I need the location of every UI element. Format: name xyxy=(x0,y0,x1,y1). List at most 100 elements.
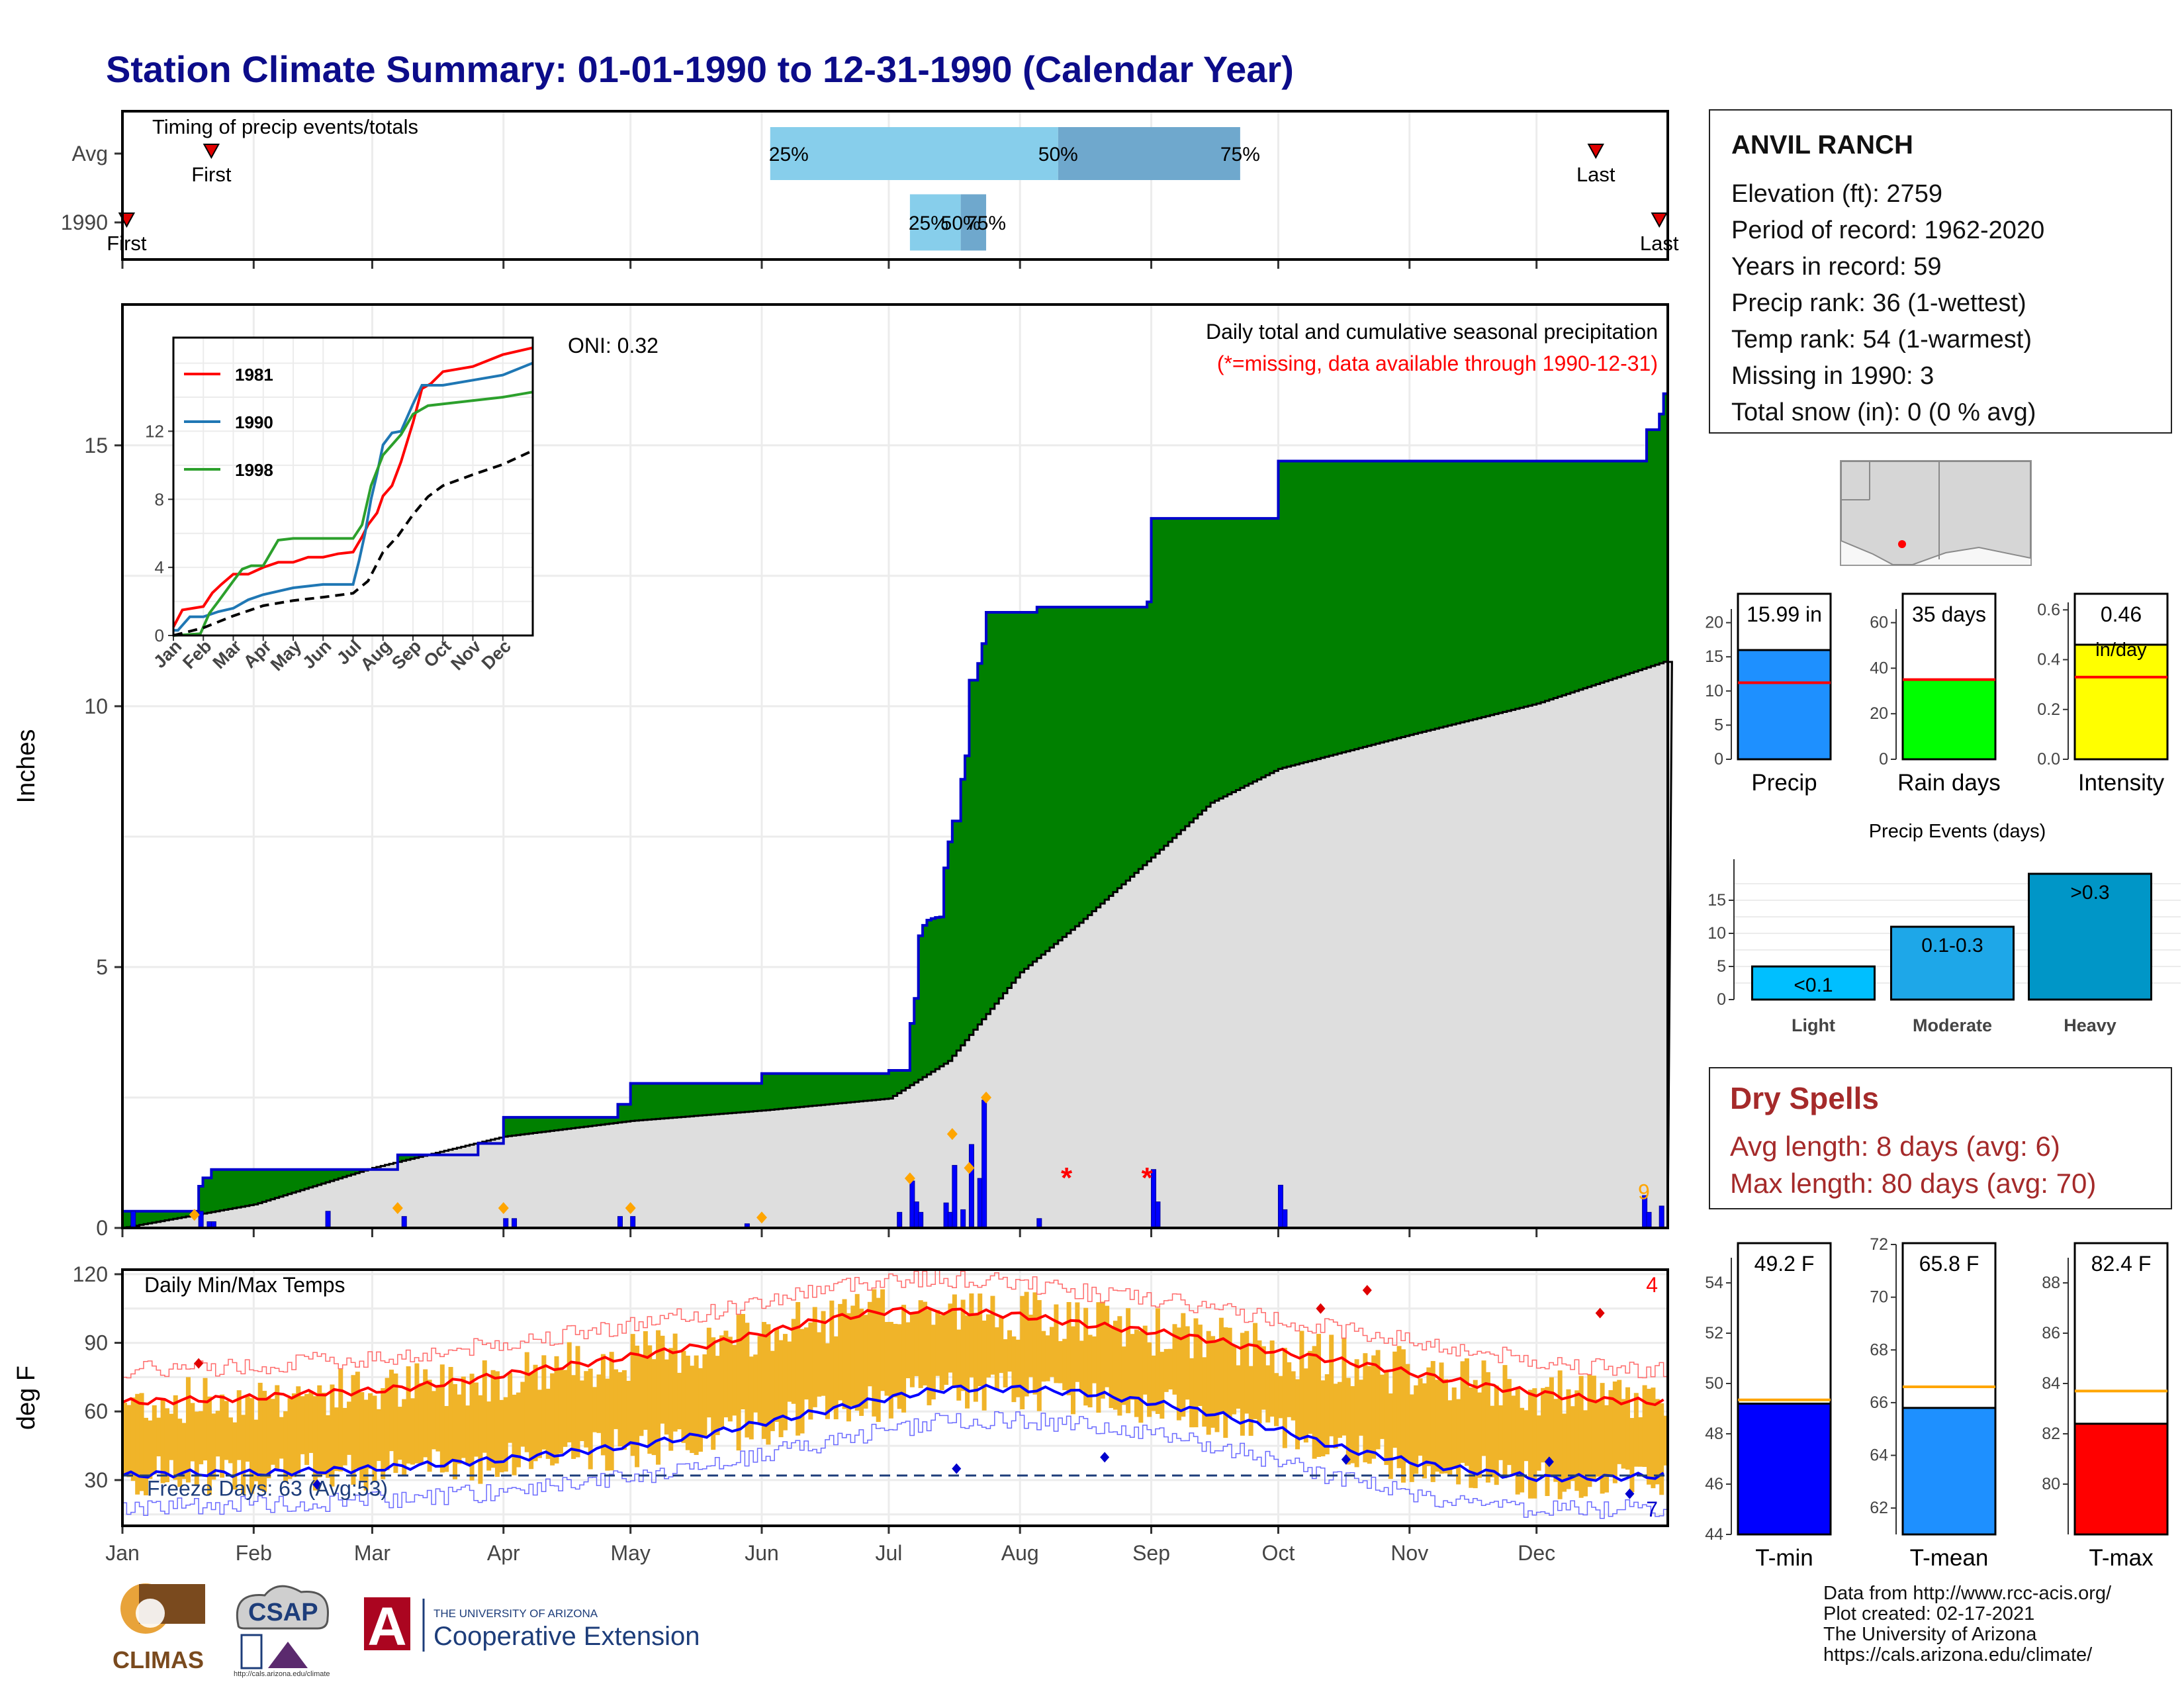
daily-temp-bar xyxy=(376,1409,381,1462)
daily-temp-bar xyxy=(1227,1327,1232,1417)
daily-temp-bar xyxy=(1218,1317,1224,1413)
daily-temp-bar xyxy=(126,1405,132,1477)
ua-logo: A THE UNIVERSITY OF ARIZONA Cooperative … xyxy=(364,1597,700,1657)
record-precip-marker xyxy=(498,1202,509,1215)
summary-ytick-label: 40 xyxy=(1870,659,1888,677)
daily-temp-bar xyxy=(1041,1331,1046,1382)
daily-temp-bar xyxy=(135,1393,140,1495)
daily-temp-bar xyxy=(863,1315,868,1409)
record-low-count: 7 xyxy=(1646,1497,1658,1521)
daily-temp-bar xyxy=(867,1301,872,1387)
station-years: Years in record: 59 xyxy=(1731,253,1942,281)
summary-ytick-label: 48 xyxy=(1705,1425,1723,1443)
daily-temp-bar xyxy=(1342,1337,1347,1436)
daily-temp-bar xyxy=(990,1295,995,1375)
temp-ytick-label: 90 xyxy=(84,1331,108,1355)
daily-precip-bar xyxy=(198,1211,204,1229)
csap-logo-url: http://cals.arizona.edu/climate xyxy=(234,1670,330,1678)
ua-logo-block xyxy=(364,1597,410,1650)
daily-temp-bar xyxy=(761,1322,766,1439)
timing-bar-50-75 xyxy=(1058,127,1240,180)
daily-temp-bar xyxy=(1253,1323,1258,1419)
daily-temp-bar xyxy=(1202,1357,1207,1427)
record-low-marker xyxy=(1625,1488,1635,1499)
daily-temp-bar xyxy=(1079,1340,1084,1391)
summary-ytick-label: 0 xyxy=(1879,750,1888,769)
summary-ytick-label: 72 xyxy=(1870,1235,1888,1254)
precip-frame xyxy=(121,303,1669,1229)
inset-ytick-label: 12 xyxy=(145,421,164,441)
daily-precip-bar xyxy=(1036,1218,1042,1229)
inset-ytick-label: 4 xyxy=(155,557,164,577)
daily-temp-bar xyxy=(1333,1383,1338,1449)
daily-temp-bar xyxy=(952,1294,957,1387)
daily-temp-bar xyxy=(152,1405,157,1475)
daily-precip-bar xyxy=(512,1218,518,1229)
daily-temp-bar xyxy=(304,1393,310,1466)
daily-temp-bar xyxy=(1578,1376,1584,1498)
daily-temp-bar xyxy=(1498,1405,1504,1460)
daily-temp-bar xyxy=(1596,1399,1601,1477)
daily-temp-bar xyxy=(782,1334,788,1430)
daily-temp-bar xyxy=(736,1315,741,1451)
month-label: Mar xyxy=(354,1541,390,1565)
daily-temp-bar xyxy=(1172,1324,1177,1395)
daily-temp-bar xyxy=(1105,1305,1110,1387)
daily-temp-bar xyxy=(1553,1399,1559,1482)
daily-temp-bar xyxy=(347,1401,352,1455)
daily-temp-bar xyxy=(1036,1299,1042,1411)
daily-temp-bar xyxy=(1426,1367,1432,1466)
daily-temp-bar xyxy=(478,1395,483,1484)
daily-temp-bar xyxy=(1007,1330,1013,1372)
timing-label-p50: 50% xyxy=(1038,144,1078,165)
daily-temp-bar xyxy=(872,1289,877,1417)
precip-summary-bars: 0 5 10 15 20 15.99 in Precip 0 20 40 60 35 days Rain… xyxy=(1705,592,2169,796)
daily-temp-bar xyxy=(999,1316,1004,1374)
daily-temp-bar xyxy=(969,1293,974,1378)
daily-temp-bar xyxy=(656,1330,661,1465)
daily-temp-bar xyxy=(1570,1406,1575,1481)
summary-value-label: 49.2 F xyxy=(1754,1252,1815,1276)
daily-temp-bar xyxy=(1070,1326,1075,1415)
daily-temp-bar xyxy=(647,1345,653,1454)
daily-temp-bar xyxy=(490,1370,496,1468)
daily-temp-bar xyxy=(778,1340,784,1438)
daily-temp-bar xyxy=(596,1374,602,1433)
daily-temp-bar xyxy=(414,1363,420,1464)
precip-event-bar-label: 0.1-0.3 xyxy=(1921,935,1983,957)
temp-frame xyxy=(121,1268,1669,1527)
daily-temp-bar xyxy=(402,1399,407,1475)
daily-temp-bar xyxy=(1520,1407,1525,1493)
daily-temp-bar xyxy=(1439,1362,1444,1474)
daily-temp-bar xyxy=(1625,1387,1631,1470)
daily-temp-bar xyxy=(312,1396,318,1491)
daily-temp-bar xyxy=(418,1383,424,1465)
daily-temp-bar xyxy=(711,1337,716,1450)
daily-temp-bar xyxy=(1032,1292,1038,1395)
daily-temp-bar xyxy=(342,1407,347,1466)
daily-temp-bar xyxy=(876,1297,881,1423)
daily-temp-bar xyxy=(584,1371,589,1448)
daily-temp-bar xyxy=(1308,1350,1313,1434)
summary-value-label: 15.99 in xyxy=(1747,602,1822,626)
summary-ytick-label: 68 xyxy=(1870,1340,1888,1359)
daily-temp-bar xyxy=(651,1359,657,1456)
daily-temp-bar xyxy=(249,1398,254,1494)
summary-ytick-label: 60 xyxy=(1870,614,1888,632)
summary-ytick-label: 20 xyxy=(1870,704,1888,723)
daily-temp-bar xyxy=(1024,1291,1029,1397)
month-label: Nov xyxy=(1390,1541,1428,1565)
daily-temp-bar xyxy=(588,1368,593,1470)
daily-temp-bar xyxy=(486,1401,492,1471)
summary-ytick-label: 15 xyxy=(1705,647,1723,666)
daily-temp-bar xyxy=(1549,1377,1554,1476)
daily-temp-bar xyxy=(842,1299,847,1409)
daily-temp-bar xyxy=(702,1354,707,1437)
daily-temp-bar xyxy=(1485,1372,1490,1483)
daily-temp-bar xyxy=(927,1309,932,1405)
daily-temp-bar xyxy=(173,1395,178,1480)
daily-temp-bar xyxy=(1214,1341,1220,1432)
summary-bar-intensity xyxy=(2073,643,2169,761)
locator-map xyxy=(1840,460,2032,566)
station-precip-rank: Precip rank: 36 (1-wettest) xyxy=(1731,289,2026,317)
